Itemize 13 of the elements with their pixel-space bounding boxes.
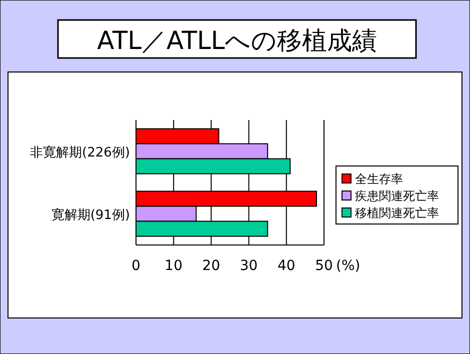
x-tick-label: 0 xyxy=(132,258,140,274)
legend-label: 疾患関連死亡率 xyxy=(355,189,439,203)
legend-label: 移植関連死亡率 xyxy=(355,206,439,220)
x-axis-title: (%) xyxy=(336,258,360,274)
x-tick-label: 20 xyxy=(202,258,220,274)
y-tick-label: 非寛解期(226例) xyxy=(30,144,130,160)
x-tick-label: 30 xyxy=(240,258,258,274)
x-tick-label: 50 xyxy=(315,258,333,274)
x-tick-label: 40 xyxy=(277,258,296,274)
x-tick-label: 10 xyxy=(164,258,183,274)
chart-title: ATL／ATLLへの移植成績 xyxy=(97,26,377,55)
y-tick-label: 寛解期(91例) xyxy=(51,206,130,223)
legend-label: 全生存率 xyxy=(355,172,403,186)
